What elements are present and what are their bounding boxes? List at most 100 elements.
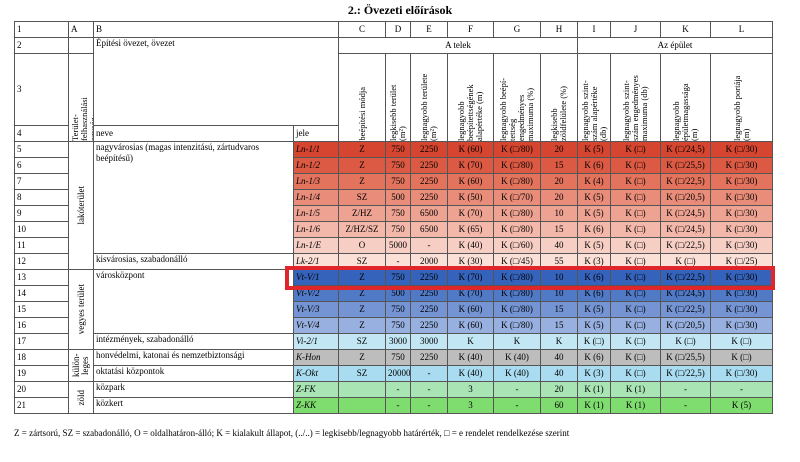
value-cell: K (4) (577, 173, 612, 190)
cell: Terület-felhasználási egység (68, 53, 94, 142)
value-cell: 20 (540, 141, 579, 158)
zone-code: Ln-1/6 (292, 221, 340, 238)
value-cell: K (5) (577, 189, 612, 206)
value-cell: K (□) (610, 333, 662, 350)
row-number: 11 (14, 237, 69, 254)
value-cell: K (1) (610, 381, 662, 398)
header-row: 2 Építési övezet, övezet A telek Az épül… (14, 37, 774, 126)
value-cell: K (□) (610, 301, 662, 318)
value-cell: K (□/80) (493, 317, 542, 334)
value-cell: K (□/24,5) (660, 285, 712, 302)
zone-code: Ln-1/1 (292, 141, 340, 158)
value-cell: 20000 (385, 365, 412, 382)
zone-name: oktatási központok (93, 365, 294, 382)
value-cell: K (40) (493, 365, 542, 382)
value-cell: K (□/20,5) (660, 189, 712, 206)
value-cell: - (410, 397, 449, 414)
value-cell: K (40) (447, 237, 495, 254)
row-number: 7 (14, 173, 69, 190)
cell: jele (292, 125, 340, 142)
value-cell: K (□) (610, 237, 662, 254)
value-cell: K (3) (577, 365, 612, 382)
cell: A (68, 21, 94, 38)
value-cell: K (□) (610, 189, 662, 206)
cell: L (710, 21, 774, 38)
header-row: 4 neve jele (14, 125, 773, 142)
value-cell: 6500 (410, 221, 449, 238)
value-cell: K (1) (577, 397, 612, 414)
value-cell: K (□/80) (493, 301, 542, 318)
value-cell: 2250 (410, 189, 449, 206)
value-cell: 750 (385, 173, 412, 190)
value-cell: K (□/30) (710, 285, 774, 302)
value-cell: Z (338, 157, 387, 174)
value-cell: 15 (540, 317, 579, 334)
zone-code: Ln-1/E (292, 237, 340, 254)
value-cell: K (□) (577, 333, 612, 350)
cell: lakóterület (68, 141, 94, 270)
value-cell: 750 (385, 205, 412, 222)
value-cell: K (□) (710, 333, 774, 350)
zone-code: Ln-1/2 (292, 157, 340, 174)
cell: vegyes terület (68, 269, 94, 350)
data-row: 10 Ln-1/6 Z/HZ/SZ 750 6500 K (65) K (□/80) 15 K … (14, 221, 774, 238)
value-cell: K (540, 333, 579, 350)
value-cell: K (40) (447, 349, 495, 366)
row-number: 19 (14, 365, 69, 382)
zone-code: Vt-V/2 (292, 285, 340, 302)
zone-code: Vt-V/1 (292, 269, 340, 286)
value-cell: K (5) (577, 141, 612, 158)
value-cell: Z/HZ/SZ (338, 221, 387, 238)
cell (68, 37, 94, 54)
value-cell: K (1) (610, 397, 662, 414)
value-cell: K (□/80) (493, 205, 542, 222)
value-cell: 750 (385, 349, 412, 366)
value-cell: K (5) (577, 317, 612, 334)
value-cell (338, 381, 387, 398)
row-number: 16 (14, 317, 69, 334)
row-number: 10 (14, 221, 69, 238)
value-cell: K (70) (447, 269, 495, 286)
value-cell: SZ (338, 189, 387, 206)
value-cell: K (5) (577, 237, 612, 254)
zone-code: Vt-V/4 (292, 317, 340, 334)
value-cell: K (493, 333, 542, 350)
value-cell: 3000 (410, 333, 449, 350)
row-number: 17 (14, 333, 69, 350)
value-cell: 20 (540, 173, 579, 190)
cell: legkisebb zöldfelülete (%) (540, 53, 579, 142)
cell: E (410, 21, 449, 38)
value-cell: K (6) (577, 221, 612, 238)
value-cell: K (□/80) (493, 173, 542, 190)
value-cell: 2250 (410, 349, 449, 366)
zone-code: Ln-1/3 (292, 173, 340, 190)
value-cell: - (385, 397, 412, 414)
value-cell: 500 (385, 189, 412, 206)
cell: beépítési módja (338, 53, 387, 142)
value-cell: K (□) (610, 253, 662, 270)
value-cell: K (□/30) (710, 365, 774, 382)
value-cell: K (□/80) (493, 157, 542, 174)
value-cell: K (□/30) (710, 301, 774, 318)
data-row: 21 közkert Z-KK - -3-60 K (1) K (1) - K (5) (14, 397, 774, 414)
value-cell: K (50) (447, 189, 495, 206)
value-cell: - (410, 365, 449, 382)
value-cell: 750 (385, 301, 412, 318)
value-cell: K (□) (610, 173, 662, 190)
value-cell: K (□/80) (493, 221, 542, 238)
value-cell: K (□) (710, 349, 774, 366)
value-cell: K (□/30) (710, 189, 774, 206)
value-cell: K (□/22,5) (660, 269, 712, 286)
value-cell: 2250 (410, 173, 449, 190)
value-cell: K (□/80) (493, 285, 542, 302)
cell: K (660, 21, 712, 38)
cell: 1 (14, 21, 69, 38)
value-cell: Z (338, 285, 387, 302)
value-cell: Z/HZ (338, 205, 387, 222)
value-cell: 55 (540, 253, 579, 270)
zone-name: közkert (93, 397, 294, 414)
value-cell: - (410, 381, 449, 398)
cell: 3 (14, 53, 69, 126)
row-number: 5 (14, 141, 69, 158)
value-cell: 750 (385, 317, 412, 334)
